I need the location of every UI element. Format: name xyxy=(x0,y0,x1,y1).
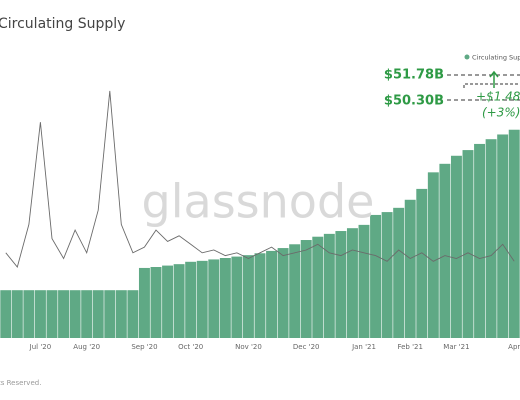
bar xyxy=(208,259,220,338)
x-tick-label: Sep '20 xyxy=(131,343,157,351)
annotation-change: +$1.48B xyxy=(476,90,520,104)
bar xyxy=(462,150,474,338)
bar xyxy=(104,290,116,338)
line xyxy=(5,90,515,268)
x-tick-label: Nov '20 xyxy=(235,343,262,351)
bar xyxy=(323,233,335,338)
annotation-high: $51.78B xyxy=(384,68,444,83)
bar xyxy=(69,290,81,338)
bar xyxy=(381,212,393,338)
x-tick-label: Feb '21 xyxy=(397,343,422,351)
watermark: glassnode xyxy=(142,175,375,229)
bar xyxy=(404,199,416,338)
bar xyxy=(450,155,462,338)
annotation-bracket xyxy=(463,83,520,88)
x-tick-label: Oct '20 xyxy=(178,343,203,351)
bar xyxy=(474,143,486,338)
x-tick-label: Jul '20 xyxy=(29,343,52,351)
x-tick-label: Mar '21 xyxy=(443,343,469,351)
bar xyxy=(81,290,93,338)
bar xyxy=(23,290,35,338)
x-tick-label: Apr xyxy=(508,343,520,351)
bar xyxy=(11,290,23,338)
bar xyxy=(127,290,139,338)
bar xyxy=(254,253,266,338)
bar xyxy=(58,290,70,338)
x-tick-label: Dec '20 xyxy=(293,343,320,351)
annotation-arrow xyxy=(489,70,499,88)
annotation-low: $50.30B xyxy=(384,94,444,109)
bar xyxy=(497,134,509,338)
bar xyxy=(416,188,428,338)
bar xyxy=(370,214,382,338)
bar xyxy=(346,228,358,338)
bar xyxy=(185,261,197,338)
bar xyxy=(335,231,347,338)
plot-area xyxy=(0,90,520,338)
bar xyxy=(138,267,150,338)
bar xyxy=(150,267,162,338)
footer: ts Reserved. xyxy=(0,379,41,387)
annotation: $51.78B $50.30B +$1.48B (+3%) xyxy=(384,68,520,120)
bar xyxy=(312,236,324,338)
bar xyxy=(219,258,231,338)
bar xyxy=(266,250,278,338)
bar xyxy=(173,264,185,338)
bar xyxy=(115,290,127,338)
legend-label: Circulating Supply xyxy=(472,54,520,62)
x-tick-label: Aug '20 xyxy=(73,343,100,351)
bar xyxy=(300,240,312,338)
bar xyxy=(162,265,174,338)
bar xyxy=(242,255,254,338)
bar xyxy=(439,163,451,338)
annotation-change-pct: (+3%) xyxy=(482,106,520,120)
x-tick-label: Jan '21 xyxy=(351,343,376,351)
bar xyxy=(393,207,405,338)
bar xyxy=(196,260,208,338)
bar xyxy=(0,290,12,338)
bar xyxy=(46,290,58,338)
bar xyxy=(231,256,243,338)
bar xyxy=(277,248,289,338)
bar xyxy=(289,244,301,338)
bar xyxy=(34,290,46,338)
bar xyxy=(92,290,104,338)
bar xyxy=(485,139,497,338)
bar xyxy=(427,172,439,338)
legend-swatch xyxy=(464,54,470,60)
bar xyxy=(508,129,520,338)
chart-title: Circulating Supply xyxy=(0,16,125,32)
bar xyxy=(358,224,370,338)
